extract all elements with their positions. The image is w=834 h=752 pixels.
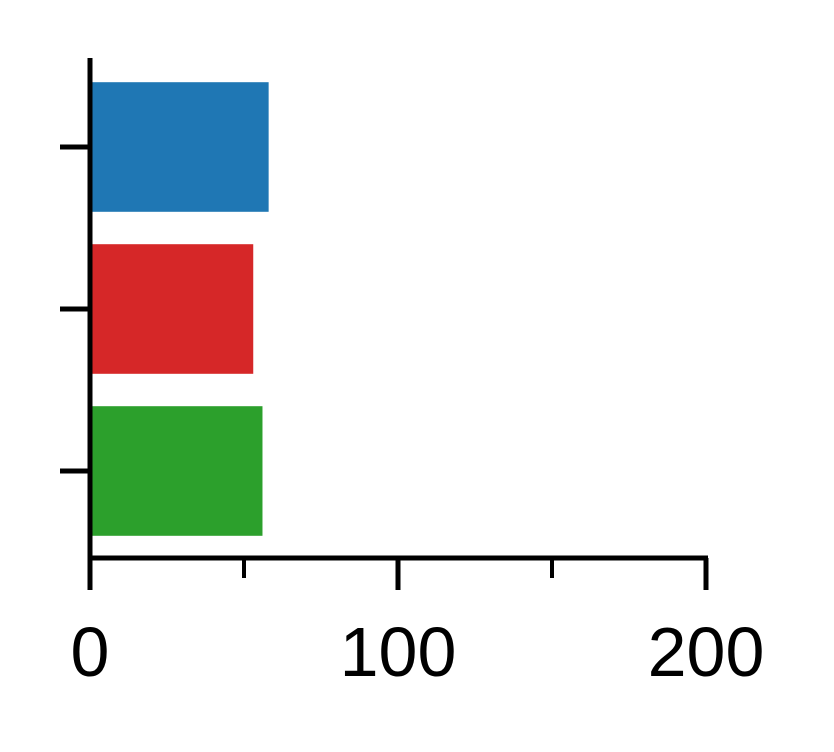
y-ticks-group xyxy=(60,144,90,474)
x-tick-label-200: 200 xyxy=(648,613,765,691)
bar-3 xyxy=(90,406,263,536)
bars-group xyxy=(90,82,269,536)
bar-1 xyxy=(90,82,269,212)
x-ticks-group xyxy=(87,558,709,590)
x-tick-labels-group: 0 100 200 xyxy=(71,613,765,691)
bar-2 xyxy=(90,244,254,374)
x-tick-label-100: 100 xyxy=(340,613,457,691)
x-tick-label-0: 0 xyxy=(71,613,110,691)
